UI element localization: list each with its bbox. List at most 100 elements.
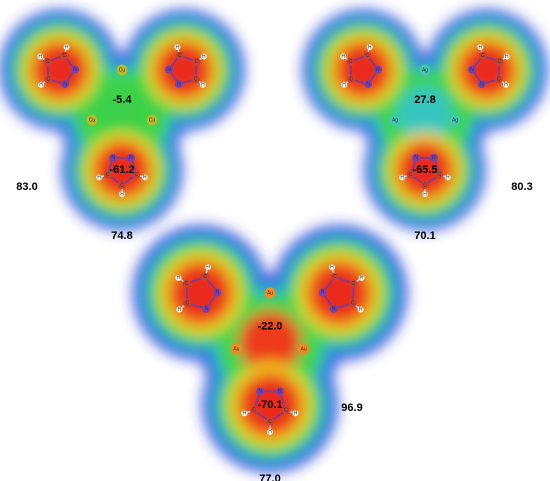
ring-value: -65.5: [412, 164, 437, 176]
hydrogen: [328, 264, 335, 271]
metal: [389, 114, 401, 126]
atom-label: N: [332, 306, 336, 312]
atom-label: C: [349, 59, 353, 65]
esp-center: [94, 86, 150, 142]
nitrogen: [329, 304, 338, 313]
carbon: [201, 272, 210, 281]
atom-label: N: [111, 155, 115, 161]
center-value: 27.8: [414, 94, 435, 106]
nitrogen: [213, 288, 222, 297]
atom-label: C: [498, 59, 502, 65]
atom-label: N: [177, 81, 181, 87]
hydrogen: [175, 274, 182, 281]
nitrogen: [373, 65, 382, 74]
metal: [146, 114, 158, 126]
center-value: -22.0: [257, 320, 282, 332]
nitrogen: [318, 288, 327, 297]
ring-value: -70.1: [257, 399, 282, 411]
atom-label: H: [446, 175, 450, 181]
carbon: [435, 170, 444, 179]
hydrogen: [444, 174, 451, 181]
atom-label: N: [470, 67, 474, 73]
metal: [264, 287, 276, 299]
center-value: -5.4: [113, 94, 133, 106]
atom-label: C: [194, 77, 198, 83]
atom-label: H: [176, 44, 180, 50]
metal-label: Au: [301, 346, 307, 352]
carbon: [182, 279, 191, 288]
atom-label: C: [333, 274, 337, 280]
atom-label: C: [437, 172, 441, 178]
atom-label: C: [365, 53, 369, 59]
nitrogen: [468, 65, 477, 74]
nitrogen: [256, 387, 265, 396]
nitrogen: [202, 304, 211, 313]
hydrogen: [205, 264, 212, 271]
atom-label: N: [129, 155, 133, 161]
side-value: 83.0: [16, 181, 37, 193]
nitrogen: [174, 80, 183, 89]
ring-value: -61.2: [109, 164, 134, 176]
carbon: [494, 75, 503, 84]
esp-surface: [133, 225, 407, 473]
atom-label: N: [366, 81, 370, 87]
side-value: 80.3: [511, 181, 532, 193]
atom-label: C: [195, 59, 199, 65]
atom-label: C: [106, 172, 110, 178]
carbon: [347, 75, 356, 84]
atom-label: H: [38, 54, 42, 60]
carbon: [118, 181, 126, 189]
metal: [230, 343, 242, 355]
hydrogen: [292, 410, 299, 417]
atom-label: C: [120, 182, 124, 188]
hydrogen: [200, 53, 207, 60]
hydrogen: [422, 191, 428, 197]
nitrogen: [275, 387, 284, 396]
atom-label: H: [479, 44, 483, 50]
atom-label: C: [252, 407, 256, 413]
atom-label: C: [351, 301, 355, 307]
atom-label: C: [481, 53, 485, 59]
carbon: [44, 75, 53, 84]
atom-label: C: [423, 182, 427, 188]
atom-label: H: [178, 307, 182, 313]
atom-label: N: [480, 81, 484, 87]
atom-label: H: [39, 82, 43, 88]
atom-label: H: [120, 191, 124, 197]
atom-label: H: [176, 275, 180, 281]
atom-label: C: [349, 77, 353, 83]
hydrogen: [37, 53, 44, 60]
nitrogen: [70, 65, 79, 74]
nitrogen: [477, 80, 486, 89]
carbon: [478, 51, 487, 60]
atom-label: H: [368, 44, 372, 50]
bottom-value: 74.8: [111, 230, 132, 242]
hydrogen: [119, 191, 125, 197]
metal-label: Au: [267, 290, 273, 296]
metal-label: Ag: [392, 117, 398, 123]
hydrogen: [477, 43, 484, 50]
metal-label: Cu: [119, 67, 126, 73]
metal-label: Ag: [422, 67, 428, 73]
metal: [449, 114, 461, 126]
atom-label: N: [414, 155, 418, 161]
carbon: [363, 51, 372, 60]
carbon: [132, 170, 141, 179]
esp-surface: [0, 10, 244, 230]
atom-label: C: [284, 407, 288, 413]
hydrogen: [503, 53, 510, 60]
atom-label: N: [278, 389, 282, 395]
carbon: [266, 417, 274, 426]
carbon: [346, 57, 355, 66]
carbon: [495, 57, 504, 66]
carbon: [349, 279, 358, 288]
metal: [116, 64, 128, 76]
hydrogen: [341, 81, 348, 88]
hydrogen: [199, 81, 206, 88]
atom-label: H: [342, 82, 346, 88]
metal-label: Ag: [452, 117, 458, 123]
